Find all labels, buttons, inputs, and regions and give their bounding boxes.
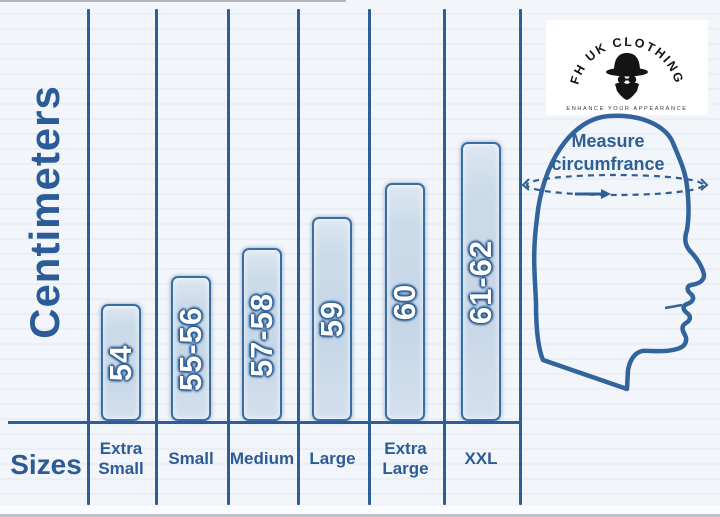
bar-value-label: 59 [314,300,350,338]
x-axis-line [8,421,522,424]
measure-instruction-line1: Measure [571,131,645,151]
brand-tagline: ENHANCE YOUR APPEARANCE [566,106,687,112]
bar-extra-small: 54 [101,304,141,421]
measure-instruction: Measure circumfrance [528,130,688,175]
tape-left-chevron-icon [521,178,530,191]
bar-value-label: 54 [103,344,139,381]
bar-value-label: 61-62 [463,239,499,324]
column-divider [87,9,90,505]
arrow-right-icon [601,189,611,199]
bar-value-label: 60 [387,283,423,321]
size-label-extra-small: Extra Small [98,439,144,478]
bandit-icon [606,53,648,100]
tape-right-chevron-icon [700,178,709,191]
column-divider [519,9,522,505]
head-illustration-graphic [521,113,709,392]
brand-logo-graphic: FH UK CLOTHING ENHANCE YOUR APPEARANCE [566,35,687,112]
column-divider [368,9,371,505]
head-illustration [515,108,715,404]
size-label-extra-large: Extra Large [382,439,429,478]
column-divider [297,9,300,505]
column-divider [155,9,158,505]
mouth-line [664,303,683,310]
column-divider [443,9,446,505]
head-outline [531,113,707,392]
measuring-tape-ellipse [525,173,705,197]
bar-extra-large: 60 [385,183,425,421]
size-label-small: Small [168,449,214,469]
bottom-margin [0,506,720,514]
x-axis-label: Sizes [10,449,82,480]
bottom-edge-line [0,514,720,517]
bar-value-label: 55-56 [173,306,209,391]
bar-large: 59 [312,217,352,421]
column-divider [227,9,230,505]
size-label-medium: Medium [229,449,295,469]
bar-value-label: 57-58 [244,292,280,377]
size-label-large: Large [309,449,356,469]
bar-small: 55-56 [171,276,211,421]
bar-xxl: 61-62 [461,142,501,421]
y-axis-label: Centimeters [21,85,68,339]
top-edge-line [0,0,346,2]
brand-logo: FH UK CLOTHING ENHANCE YOUR APPEARANCE [546,20,708,115]
measure-instruction-line2: circumfrance [551,153,665,174]
bar-medium: 57-58 [242,248,282,421]
size-label-xxl: XXL [464,449,498,469]
